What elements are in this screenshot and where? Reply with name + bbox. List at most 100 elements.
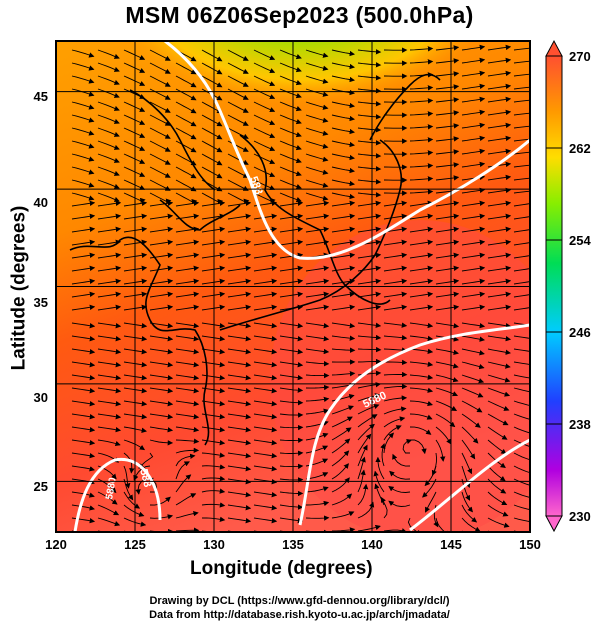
- wind-arrow: [279, 348, 304, 355]
- wind-arrow: [201, 265, 226, 272]
- wind-arrow: [357, 179, 382, 185]
- wind-arrow: [409, 163, 434, 169]
- wind-arrow: [97, 517, 121, 527]
- wind-arrow: [201, 166, 223, 179]
- wind-arrow: [487, 504, 509, 517]
- wind-arrow: [461, 304, 486, 311]
- wind-arrow: [461, 504, 478, 523]
- wind-arrow: [513, 255, 530, 259]
- wind-arrow: [175, 322, 200, 329]
- wind-arrow: [357, 127, 382, 133]
- wind-arrow: [409, 413, 433, 420]
- wind-arrow: [175, 62, 197, 75]
- wind-arrow: [357, 62, 382, 68]
- wind-arrow: [380, 443, 386, 467]
- wind-arrow: [461, 252, 486, 259]
- wind-arrow: [133, 465, 151, 481]
- wind-arrow: [461, 161, 486, 168]
- wind-arrow: [227, 335, 252, 342]
- contour-line-5880-south: [73, 457, 162, 532]
- wind-arrow: [409, 348, 434, 354]
- wind-arrow: [357, 226, 382, 233]
- wind-arrow: [435, 252, 460, 259]
- wind-arrow: [487, 226, 512, 233]
- wind-arrow: [253, 140, 276, 152]
- wind-arrow: [461, 239, 486, 246]
- wind-arrow: [305, 153, 329, 162]
- wind-arrow: [513, 465, 530, 476]
- wind-arrow: [383, 265, 408, 272]
- wind-arrow: [97, 166, 120, 176]
- wind-arrow: [149, 226, 174, 233]
- wind-arrow: [513, 229, 530, 233]
- wind-arrow: [461, 517, 481, 532]
- wind-arrow: [435, 322, 460, 329]
- wind-arrow: [175, 510, 199, 519]
- wind-arrow: [435, 348, 459, 356]
- wind-arrow: [175, 361, 200, 368]
- wind-arrow: [461, 83, 486, 90]
- wind-arrow: [227, 439, 252, 446]
- wind-arrow: [487, 374, 511, 383]
- wind-arrow: [357, 278, 382, 285]
- wind-arrow: [513, 491, 530, 498]
- wind-arrow: [227, 413, 252, 420]
- chart-title: MSM 06Z06Sep2023 (500.0hPa): [125, 2, 474, 28]
- wind-arrow: [461, 200, 486, 207]
- wind-arrow: [149, 127, 171, 139]
- wind-arrow: [357, 346, 382, 353]
- wind-arrow: [71, 291, 96, 298]
- wind-arrow: [409, 252, 434, 259]
- wind-arrow: [279, 291, 304, 298]
- wind-arrow: [435, 123, 460, 129]
- wind-arrow: [97, 361, 122, 368]
- wind-arrow: [201, 140, 223, 153]
- y-tick-label: 45: [34, 89, 48, 104]
- wind-arrow: [461, 44, 486, 51]
- wind-arrow: [201, 200, 226, 207]
- wind-arrow: [149, 153, 171, 165]
- wind-arrow: [357, 456, 366, 480]
- wind-arrow: [513, 177, 530, 181]
- wind-arrow: [331, 511, 355, 519]
- wind-arrow: [513, 164, 530, 168]
- wind-arrow: [71, 504, 95, 511]
- wind-arrow: [253, 361, 278, 368]
- wind-arrow: [279, 200, 304, 207]
- wind-arrow: [357, 444, 368, 467]
- wind-arrow: [331, 49, 355, 57]
- wind-arrow: [357, 200, 382, 207]
- wind-arrow: [305, 140, 329, 149]
- wind-arrow: [487, 109, 512, 116]
- wind-arrow: [123, 75, 146, 86]
- wind-arrow: [227, 426, 252, 433]
- wind-arrow: [175, 200, 200, 207]
- wind-arrow: [331, 438, 351, 454]
- wind-arrow: [71, 213, 96, 220]
- wind-arrow: [97, 213, 122, 220]
- wind-arrow: [71, 439, 96, 446]
- contour-label: 5880: [104, 476, 119, 500]
- wind-arrow: [305, 486, 329, 493]
- wind-arrow: [279, 88, 302, 99]
- wind-arrow: [149, 361, 174, 368]
- wind-arrow: [253, 226, 278, 233]
- wind-arrow: [435, 175, 460, 181]
- wind-arrow: [201, 226, 226, 233]
- wind-arrow: [435, 278, 460, 285]
- wind-arrow: [201, 304, 226, 311]
- wind-arrow: [487, 213, 512, 220]
- wind-arrow: [97, 101, 120, 111]
- wind-arrow: [97, 491, 118, 505]
- wind-arrow: [357, 166, 382, 172]
- wind-arrow: [305, 335, 330, 342]
- wind-arrow: [357, 334, 382, 341]
- wind-arrow: [279, 140, 302, 151]
- wind-arrow: [487, 265, 512, 272]
- wind-arrow: [253, 291, 278, 298]
- wind-arrow: [279, 400, 304, 406]
- wind-arrow: [279, 49, 302, 60]
- wind-arrow: [331, 416, 353, 428]
- wind-arrow: [97, 504, 120, 516]
